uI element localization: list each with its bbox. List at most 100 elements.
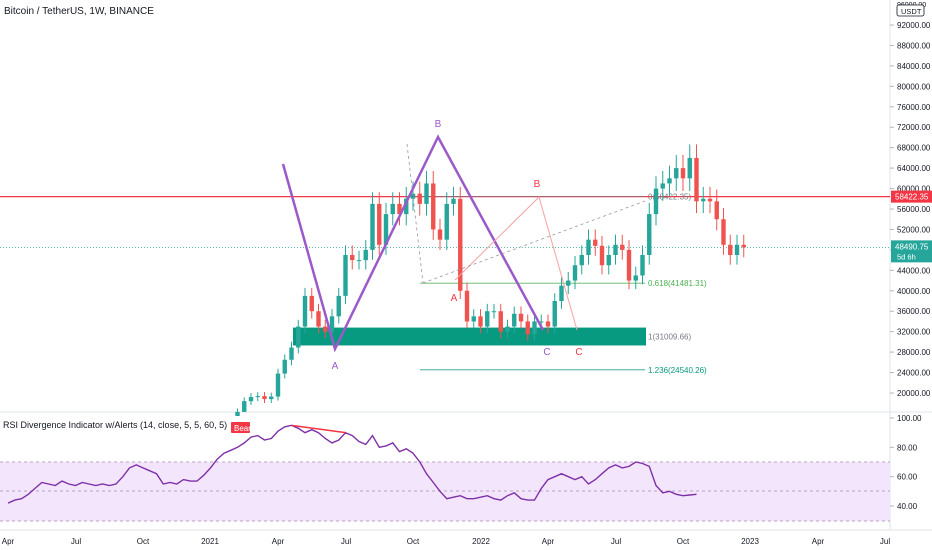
candle[interactable] <box>728 234 733 265</box>
candle[interactable] <box>296 319 301 354</box>
candle[interactable] <box>620 234 625 260</box>
price-axis-label: 24000.00 <box>897 369 931 378</box>
candle[interactable] <box>444 192 449 250</box>
candle[interactable] <box>579 245 584 275</box>
candle[interactable] <box>336 287 341 324</box>
candle[interactable] <box>701 186 706 214</box>
candle[interactable] <box>734 234 740 265</box>
harmonic-pattern-line[interactable] <box>281 134 545 353</box>
candle[interactable] <box>329 309 335 339</box>
candle[interactable] <box>572 256 578 290</box>
candle[interactable] <box>518 306 524 329</box>
rsi-line[interactable] <box>7 424 697 504</box>
candle[interactable] <box>606 245 611 275</box>
candle[interactable] <box>404 186 409 226</box>
candle[interactable] <box>275 368 281 401</box>
candle[interactable] <box>417 181 422 216</box>
candle[interactable] <box>242 397 247 412</box>
candle[interactable] <box>721 208 726 255</box>
candle[interactable] <box>599 235 605 275</box>
candle[interactable] <box>613 234 618 265</box>
currency-badge[interactable] <box>896 4 925 17</box>
candle[interactable] <box>235 408 240 416</box>
candle[interactable] <box>545 314 551 334</box>
candle[interactable] <box>647 202 652 265</box>
candle[interactable] <box>741 234 746 258</box>
candle[interactable] <box>707 186 713 214</box>
candle[interactable] <box>323 319 328 339</box>
candle[interactable] <box>532 314 537 341</box>
support-zone[interactable] <box>293 327 646 346</box>
candle[interactable] <box>471 309 476 329</box>
candle[interactable] <box>491 303 497 319</box>
candle-body <box>660 183 665 189</box>
candle[interactable] <box>640 245 645 285</box>
candle-body <box>431 183 436 230</box>
candle-body <box>680 168 686 179</box>
candle-body <box>586 239 591 255</box>
candle[interactable] <box>370 192 375 260</box>
candle-body <box>296 326 301 348</box>
candle[interactable] <box>302 287 308 334</box>
candle-body <box>566 280 571 286</box>
candle[interactable] <box>397 192 402 226</box>
candle[interactable] <box>424 170 429 216</box>
candle[interactable] <box>559 277 564 309</box>
bear-divergence-line[interactable] <box>291 424 346 434</box>
candle-body <box>397 203 402 215</box>
candle[interactable] <box>458 186 463 299</box>
candle[interactable] <box>437 218 443 250</box>
projected-pattern-line[interactable] <box>454 196 578 331</box>
candle[interactable] <box>653 176 659 226</box>
candle[interactable] <box>350 245 355 270</box>
candle[interactable] <box>255 392 260 402</box>
candle-body <box>593 239 598 246</box>
candle[interactable] <box>377 192 382 255</box>
pattern-point-label: A <box>332 361 339 372</box>
candle[interactable] <box>451 186 456 216</box>
candle[interactable] <box>505 319 510 339</box>
candle[interactable] <box>485 303 490 334</box>
symbol-title: Bitcoin / TetherUS, 1W, BINANCE <box>4 6 154 17</box>
candle-body <box>498 311 503 332</box>
candle[interactable] <box>282 354 287 379</box>
candle[interactable] <box>309 287 314 319</box>
candle[interactable] <box>390 192 395 226</box>
candle[interactable] <box>593 229 598 256</box>
candle-body <box>694 157 699 202</box>
candle[interactable] <box>289 341 294 366</box>
time-axis-label: Jul <box>880 537 890 546</box>
candle[interactable] <box>356 250 362 270</box>
candle-body <box>714 201 719 220</box>
candle[interactable] <box>714 189 719 231</box>
candle[interactable] <box>343 245 348 304</box>
candle[interactable] <box>512 306 517 334</box>
candle[interactable] <box>464 282 470 329</box>
candle[interactable] <box>316 303 321 334</box>
candle[interactable] <box>262 392 267 403</box>
candle[interactable] <box>667 165 672 196</box>
candle[interactable] <box>694 144 699 214</box>
price-axis-label: 76000.00 <box>897 103 931 112</box>
candle[interactable] <box>680 155 686 192</box>
fib-anchor-line[interactable] <box>406 143 424 284</box>
candle-body <box>606 255 611 266</box>
candle[interactable] <box>687 144 692 192</box>
candle[interactable] <box>566 271 571 295</box>
candle[interactable] <box>478 309 483 334</box>
candle[interactable] <box>525 314 530 341</box>
candle[interactable] <box>586 229 591 265</box>
candle[interactable] <box>363 240 368 270</box>
candle[interactable] <box>431 170 436 241</box>
candle[interactable] <box>633 266 638 290</box>
candle[interactable] <box>660 170 665 201</box>
candle[interactable] <box>269 392 274 403</box>
candle-body <box>653 188 659 215</box>
candle[interactable] <box>552 293 557 334</box>
candle[interactable] <box>626 240 632 290</box>
candle[interactable] <box>498 303 503 339</box>
candle[interactable] <box>248 393 254 405</box>
candle[interactable] <box>674 155 679 192</box>
candle-body <box>674 168 679 179</box>
